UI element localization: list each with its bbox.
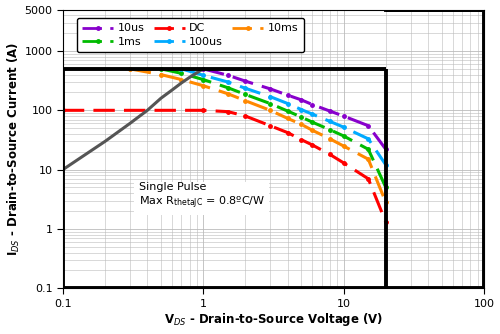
Text: Single Pulse
Max R$_{\rm thetaJC}$ = 0.8ºC/W: Single Pulse Max R$_{\rm thetaJC}$ = 0.8…	[138, 182, 265, 211]
X-axis label: V$_{DS}$ - Drain-to-Source Voltage (V): V$_{DS}$ - Drain-to-Source Voltage (V)	[164, 311, 383, 328]
Legend: 10us, 1ms, DC, 100us, 10ms: 10us, 1ms, DC, 100us, 10ms	[77, 18, 304, 52]
Y-axis label: I$_{DS}$ - Drain-to-Source Current (A): I$_{DS}$ - Drain-to-Source Current (A)	[6, 42, 22, 256]
